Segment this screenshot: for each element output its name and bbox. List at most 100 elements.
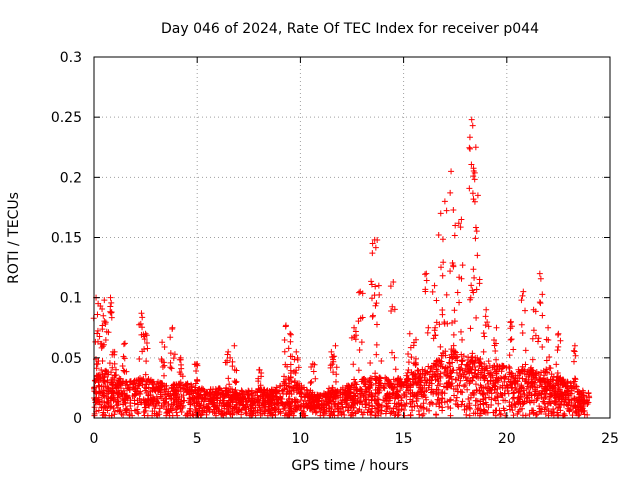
data-point — [532, 412, 539, 419]
data-point — [91, 396, 98, 403]
data-point — [395, 409, 402, 416]
data-point — [213, 404, 220, 411]
data-point — [514, 410, 521, 417]
data-point — [465, 396, 472, 403]
data-point — [203, 403, 210, 410]
data-point — [94, 311, 101, 318]
data-point — [157, 386, 164, 393]
data-point — [501, 390, 508, 397]
data-point — [498, 410, 505, 417]
data-point — [495, 400, 502, 407]
data-point — [398, 380, 405, 387]
data-point — [403, 400, 410, 407]
y-tick-label: 0.1 — [60, 291, 82, 307]
data-point — [107, 403, 114, 410]
data-point — [448, 369, 455, 376]
data-point — [532, 332, 539, 339]
y-tick-label: 0.15 — [51, 231, 82, 247]
data-point — [149, 394, 156, 401]
data-point — [95, 372, 102, 379]
data-point — [225, 348, 232, 355]
data-point — [171, 391, 178, 398]
data-point — [109, 351, 116, 358]
data-point — [485, 385, 492, 392]
data-point — [178, 409, 185, 416]
data-point — [104, 390, 111, 397]
data-point — [487, 371, 494, 378]
data-point — [393, 389, 400, 396]
data-point — [357, 315, 364, 322]
data-point — [182, 381, 189, 388]
data-point — [435, 391, 442, 398]
data-point — [112, 366, 119, 373]
data-point — [516, 396, 523, 403]
data-point — [424, 377, 431, 384]
data-point — [523, 385, 530, 392]
data-point — [443, 207, 450, 214]
data-point — [556, 395, 563, 402]
data-point — [417, 403, 424, 410]
data-point — [99, 358, 106, 365]
data-point — [91, 404, 98, 411]
data-point — [447, 396, 454, 403]
data-point — [474, 406, 481, 413]
data-point — [536, 299, 543, 306]
data-point — [453, 369, 460, 376]
data-point — [526, 390, 533, 397]
data-point — [439, 272, 446, 279]
data-point — [416, 375, 423, 382]
data-point — [548, 371, 555, 378]
data-point — [372, 380, 379, 387]
data-point — [111, 411, 118, 418]
data-point — [107, 386, 114, 393]
data-point — [573, 383, 580, 390]
data-point — [342, 396, 349, 403]
data-point — [191, 361, 198, 368]
data-point — [386, 393, 393, 400]
data-point — [536, 403, 543, 410]
data-point — [526, 398, 533, 405]
data-point — [564, 378, 571, 385]
data-point — [493, 367, 500, 374]
data-point — [529, 335, 536, 342]
data-point — [99, 322, 106, 329]
data-point — [512, 385, 519, 392]
data-point — [373, 300, 380, 307]
data-point — [443, 291, 450, 298]
data-point — [561, 411, 568, 417]
data-point — [96, 333, 103, 340]
data-point — [375, 401, 382, 408]
data-point — [573, 408, 580, 415]
data-point — [333, 364, 340, 371]
data-point — [367, 379, 374, 386]
data-point — [433, 412, 440, 419]
data-point — [164, 408, 171, 415]
data-point — [149, 381, 156, 388]
data-point — [432, 362, 439, 369]
data-point — [498, 392, 505, 399]
data-point — [478, 384, 485, 391]
data-point — [226, 381, 233, 388]
data-point — [257, 382, 264, 389]
data-point — [466, 185, 473, 192]
x-axis-ticks: 0 5 10 15 20 25 — [90, 57, 619, 447]
data-point — [462, 374, 469, 381]
y-axis-label: ROTI / TECUs — [6, 192, 22, 284]
data-point — [402, 403, 409, 410]
data-point — [437, 380, 444, 387]
data-point — [372, 283, 379, 290]
data-point — [430, 360, 437, 367]
data-points — [90, 116, 593, 419]
data-point — [208, 398, 215, 405]
data-point — [120, 341, 127, 348]
data-point — [462, 381, 469, 388]
data-point — [510, 389, 517, 396]
data-point — [116, 408, 123, 415]
data-point — [102, 368, 109, 375]
data-point — [467, 366, 474, 373]
data-point — [373, 377, 380, 384]
data-point — [434, 396, 441, 403]
data-point — [365, 394, 372, 401]
data-point — [113, 385, 120, 392]
data-point — [297, 389, 304, 396]
